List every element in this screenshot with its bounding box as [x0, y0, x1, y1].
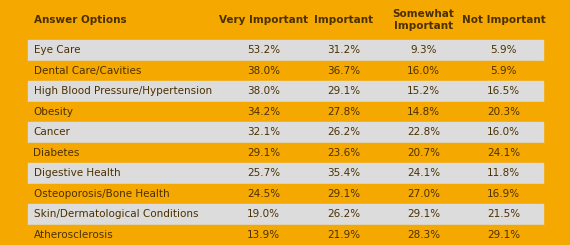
Bar — [27, 101, 543, 122]
Text: 22.8%: 22.8% — [407, 127, 440, 137]
Text: 5.9%: 5.9% — [490, 45, 517, 55]
Text: 27.8%: 27.8% — [327, 107, 360, 117]
Text: Answer Options: Answer Options — [34, 15, 126, 25]
Text: 35.4%: 35.4% — [327, 168, 360, 178]
Text: 13.9%: 13.9% — [247, 230, 280, 240]
Bar — [27, 184, 543, 204]
Text: 29.1%: 29.1% — [327, 86, 360, 96]
Text: 9.3%: 9.3% — [410, 45, 437, 55]
Bar — [27, 224, 543, 245]
Bar — [27, 204, 543, 224]
Text: 28.3%: 28.3% — [407, 230, 440, 240]
Text: 29.1%: 29.1% — [327, 189, 360, 199]
Text: High Blood Pressure/Hypertension: High Blood Pressure/Hypertension — [34, 86, 211, 96]
Bar — [27, 0, 543, 40]
Text: 23.6%: 23.6% — [327, 148, 360, 158]
Text: 25.7%: 25.7% — [247, 168, 280, 178]
Text: 21.5%: 21.5% — [487, 209, 520, 219]
Text: Not Important: Not Important — [462, 15, 545, 25]
Text: 26.2%: 26.2% — [327, 209, 360, 219]
Text: 20.7%: 20.7% — [407, 148, 440, 158]
Text: 31.2%: 31.2% — [327, 45, 360, 55]
Text: Osteoporosis/Bone Health: Osteoporosis/Bone Health — [34, 189, 169, 199]
Text: 29.1%: 29.1% — [407, 209, 440, 219]
Text: 32.1%: 32.1% — [247, 127, 280, 137]
Text: Obesity: Obesity — [34, 107, 74, 117]
Bar — [27, 143, 543, 163]
Text: 34.2%: 34.2% — [247, 107, 280, 117]
Text: Cancer: Cancer — [34, 127, 70, 137]
Bar — [27, 81, 543, 101]
Text: 21.9%: 21.9% — [327, 230, 360, 240]
Text: 11.8%: 11.8% — [487, 168, 520, 178]
Text: 24.5%: 24.5% — [247, 189, 280, 199]
Text: Skin/Dermatological Conditions: Skin/Dermatological Conditions — [34, 209, 198, 219]
Text: 16.5%: 16.5% — [487, 86, 520, 96]
Text: 16.0%: 16.0% — [407, 66, 440, 76]
Text: Important: Important — [314, 15, 373, 25]
Text: Digestive Health: Digestive Health — [34, 168, 120, 178]
Text: 19.0%: 19.0% — [247, 209, 280, 219]
Text: Diabetes: Diabetes — [34, 148, 80, 158]
Bar — [27, 40, 543, 61]
Text: 14.8%: 14.8% — [407, 107, 440, 117]
Text: 5.9%: 5.9% — [490, 66, 517, 76]
Text: Atherosclerosis: Atherosclerosis — [34, 230, 113, 240]
Text: Very Important: Very Important — [219, 15, 308, 25]
Text: 53.2%: 53.2% — [247, 45, 280, 55]
Text: 29.1%: 29.1% — [487, 230, 520, 240]
Text: 24.1%: 24.1% — [407, 168, 440, 178]
Text: Dental Care/Cavities: Dental Care/Cavities — [34, 66, 141, 76]
Text: 16.0%: 16.0% — [487, 127, 520, 137]
Text: 26.2%: 26.2% — [327, 127, 360, 137]
Text: 29.1%: 29.1% — [247, 148, 280, 158]
Bar — [27, 122, 543, 143]
Bar — [27, 61, 543, 81]
Bar — [27, 163, 543, 184]
Text: 38.0%: 38.0% — [247, 86, 280, 96]
Text: Eye Care: Eye Care — [34, 45, 80, 55]
Text: 36.7%: 36.7% — [327, 66, 360, 76]
Text: 20.3%: 20.3% — [487, 107, 520, 117]
Text: 24.1%: 24.1% — [487, 148, 520, 158]
Text: 15.2%: 15.2% — [407, 86, 440, 96]
Text: 16.9%: 16.9% — [487, 189, 520, 199]
Text: Somewhat
Important: Somewhat Important — [393, 9, 454, 31]
Text: 38.0%: 38.0% — [247, 66, 280, 76]
Text: 27.0%: 27.0% — [407, 189, 440, 199]
